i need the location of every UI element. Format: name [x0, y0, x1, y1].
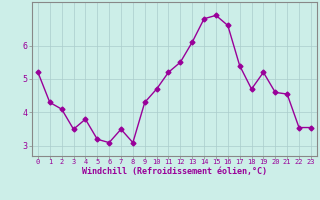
- X-axis label: Windchill (Refroidissement éolien,°C): Windchill (Refroidissement éolien,°C): [82, 167, 267, 176]
